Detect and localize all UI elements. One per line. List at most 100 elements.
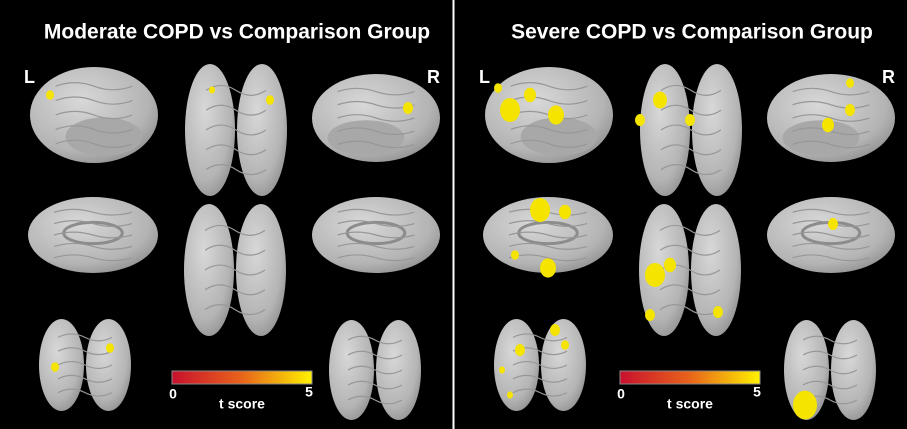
sulcus bbox=[205, 84, 267, 96]
sulcus bbox=[337, 127, 415, 136]
activation-cluster bbox=[645, 263, 665, 287]
activation-cluster bbox=[713, 306, 723, 318]
temporal-lobe bbox=[327, 120, 405, 156]
sulcus bbox=[57, 388, 113, 397]
sulcus bbox=[802, 350, 858, 360]
sulcus bbox=[337, 254, 415, 262]
temporal-lobe bbox=[782, 120, 860, 156]
activation-cluster bbox=[845, 104, 855, 116]
sulcus bbox=[204, 304, 266, 316]
sulcus bbox=[205, 124, 267, 136]
brain-hemisphere bbox=[640, 64, 690, 196]
sulcus bbox=[512, 333, 568, 342]
activation-cluster bbox=[664, 257, 676, 273]
sulcus bbox=[512, 388, 568, 397]
sulcus bbox=[57, 333, 113, 342]
colorbar-max-label: 5 bbox=[305, 384, 313, 400]
sulcus bbox=[510, 139, 588, 148]
sulcus bbox=[337, 220, 415, 228]
colorbar-min-label: 0 bbox=[169, 386, 177, 402]
sulcus bbox=[57, 347, 113, 356]
sulcus bbox=[660, 144, 722, 156]
sulcus bbox=[802, 380, 858, 390]
temporal-lobe bbox=[65, 117, 143, 156]
activation-cluster bbox=[515, 344, 525, 356]
sulcus bbox=[347, 335, 403, 345]
activation-cluster bbox=[499, 366, 505, 374]
activation-cluster bbox=[653, 91, 667, 109]
sulcus bbox=[337, 140, 415, 149]
sulcus bbox=[347, 365, 403, 375]
activation-cluster bbox=[540, 258, 556, 278]
activation-cluster bbox=[645, 309, 655, 321]
activation-cluster bbox=[46, 90, 54, 100]
brain-hemisphere bbox=[784, 320, 829, 420]
sulcus bbox=[337, 114, 415, 122]
sulcus bbox=[337, 242, 415, 250]
activation-cluster bbox=[793, 390, 817, 420]
sulcus bbox=[55, 96, 133, 105]
activation-cluster bbox=[507, 391, 513, 399]
sulcus bbox=[660, 104, 722, 116]
sulcus bbox=[55, 82, 133, 91]
colorbar bbox=[171, 370, 313, 385]
brain-hemisphere bbox=[691, 204, 741, 336]
activation-cluster bbox=[635, 114, 645, 126]
activation-cluster bbox=[559, 204, 571, 220]
sulcus bbox=[337, 231, 415, 239]
hemisphere-label: R bbox=[882, 67, 895, 87]
sulcus bbox=[512, 360, 568, 370]
activation-cluster bbox=[822, 117, 834, 133]
activation-cluster bbox=[500, 98, 520, 122]
activation-cluster bbox=[828, 218, 838, 230]
colorbar-label: t score bbox=[219, 396, 265, 412]
sulcus bbox=[792, 87, 870, 96]
sulcus bbox=[55, 139, 133, 148]
brain-hemisphere bbox=[831, 320, 876, 420]
sulcus bbox=[204, 264, 266, 276]
sulcus bbox=[792, 100, 870, 109]
activation-cluster bbox=[550, 324, 560, 336]
brain-hemisphere bbox=[376, 320, 421, 420]
sulcus bbox=[53, 220, 133, 228]
panel-title: Severe COPD vs Comparison Group bbox=[511, 21, 873, 44]
brain-hemisphere bbox=[184, 204, 234, 336]
brain-hemisphere bbox=[237, 64, 287, 196]
panel: Severe COPD vs Comparison Group L R 0 5 t sco… bbox=[479, 21, 895, 420]
sulcus bbox=[337, 87, 415, 96]
activation-cluster bbox=[209, 86, 215, 94]
activation-cluster bbox=[685, 114, 695, 126]
sulcus bbox=[57, 374, 113, 383]
sulcus bbox=[510, 96, 588, 105]
activation-cluster bbox=[403, 102, 413, 114]
sulcus bbox=[53, 254, 133, 262]
activation-cluster bbox=[561, 340, 569, 350]
activation-cluster bbox=[846, 78, 854, 88]
sulcus bbox=[55, 125, 133, 134]
sulcus bbox=[792, 231, 870, 239]
sulcus bbox=[53, 231, 133, 239]
sulcus bbox=[659, 244, 721, 256]
sulcus bbox=[508, 254, 588, 262]
brain-hemisphere bbox=[329, 320, 374, 420]
activation-cluster bbox=[530, 198, 550, 222]
sulcus bbox=[205, 144, 267, 156]
sulcus bbox=[204, 284, 266, 296]
colorbar bbox=[619, 370, 761, 385]
colorbar-max-label: 5 bbox=[753, 384, 761, 400]
sulcus bbox=[204, 244, 266, 256]
sulcus bbox=[659, 304, 721, 316]
brain-hemisphere bbox=[236, 204, 286, 336]
sulcus bbox=[347, 380, 403, 390]
sulcus bbox=[660, 124, 722, 136]
activation-cluster bbox=[524, 87, 536, 103]
brain-hemisphere bbox=[86, 319, 131, 411]
sulcus bbox=[510, 82, 588, 91]
sulcus bbox=[802, 335, 858, 345]
sulcus bbox=[802, 365, 858, 375]
sulcus bbox=[792, 114, 870, 122]
activation-cluster bbox=[51, 362, 59, 372]
sulcus bbox=[337, 208, 415, 216]
sulcus bbox=[792, 208, 870, 216]
